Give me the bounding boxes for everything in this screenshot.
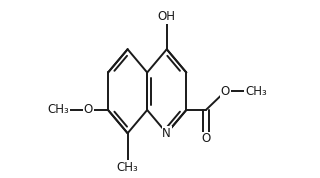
Text: N: N [162, 127, 171, 140]
Text: OH: OH [158, 10, 176, 23]
Text: O: O [84, 103, 93, 116]
Text: CH₃: CH₃ [245, 85, 267, 98]
Text: O: O [201, 132, 211, 145]
Text: CH₃: CH₃ [117, 161, 139, 174]
Text: CH₃: CH₃ [47, 103, 69, 116]
Text: O: O [221, 85, 230, 98]
